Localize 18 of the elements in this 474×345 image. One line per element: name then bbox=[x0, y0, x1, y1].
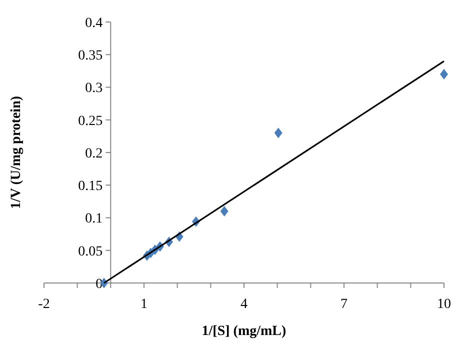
y-tick-label: 0.35 bbox=[78, 48, 103, 64]
point bbox=[440, 68, 448, 80]
x-tick-label: 1 bbox=[140, 297, 148, 312]
y-tick-label: 0.4 bbox=[85, 16, 103, 31]
y-axis-title: 1/V (U/mg protein) bbox=[9, 96, 24, 210]
point bbox=[220, 206, 228, 216]
x-tick-label: 10 bbox=[437, 297, 451, 312]
point bbox=[274, 128, 282, 138]
x-tick-label: -2 bbox=[38, 297, 50, 312]
x-axis-title: 1/[S] (mg/mL) bbox=[202, 324, 287, 339]
y-tick-label: 0.2 bbox=[85, 146, 103, 162]
x-tick-label: 4 bbox=[240, 297, 248, 312]
y-tick-label: 0.25 bbox=[78, 114, 103, 129]
y-tick-label: 0.1 bbox=[85, 212, 103, 227]
y-tick-label: 0.3 bbox=[85, 81, 103, 96]
x-tick-label: 7 bbox=[340, 297, 348, 312]
y-tick-label: 0.15 bbox=[78, 179, 103, 194]
y-tick-label: 0.05 bbox=[78, 244, 103, 260]
